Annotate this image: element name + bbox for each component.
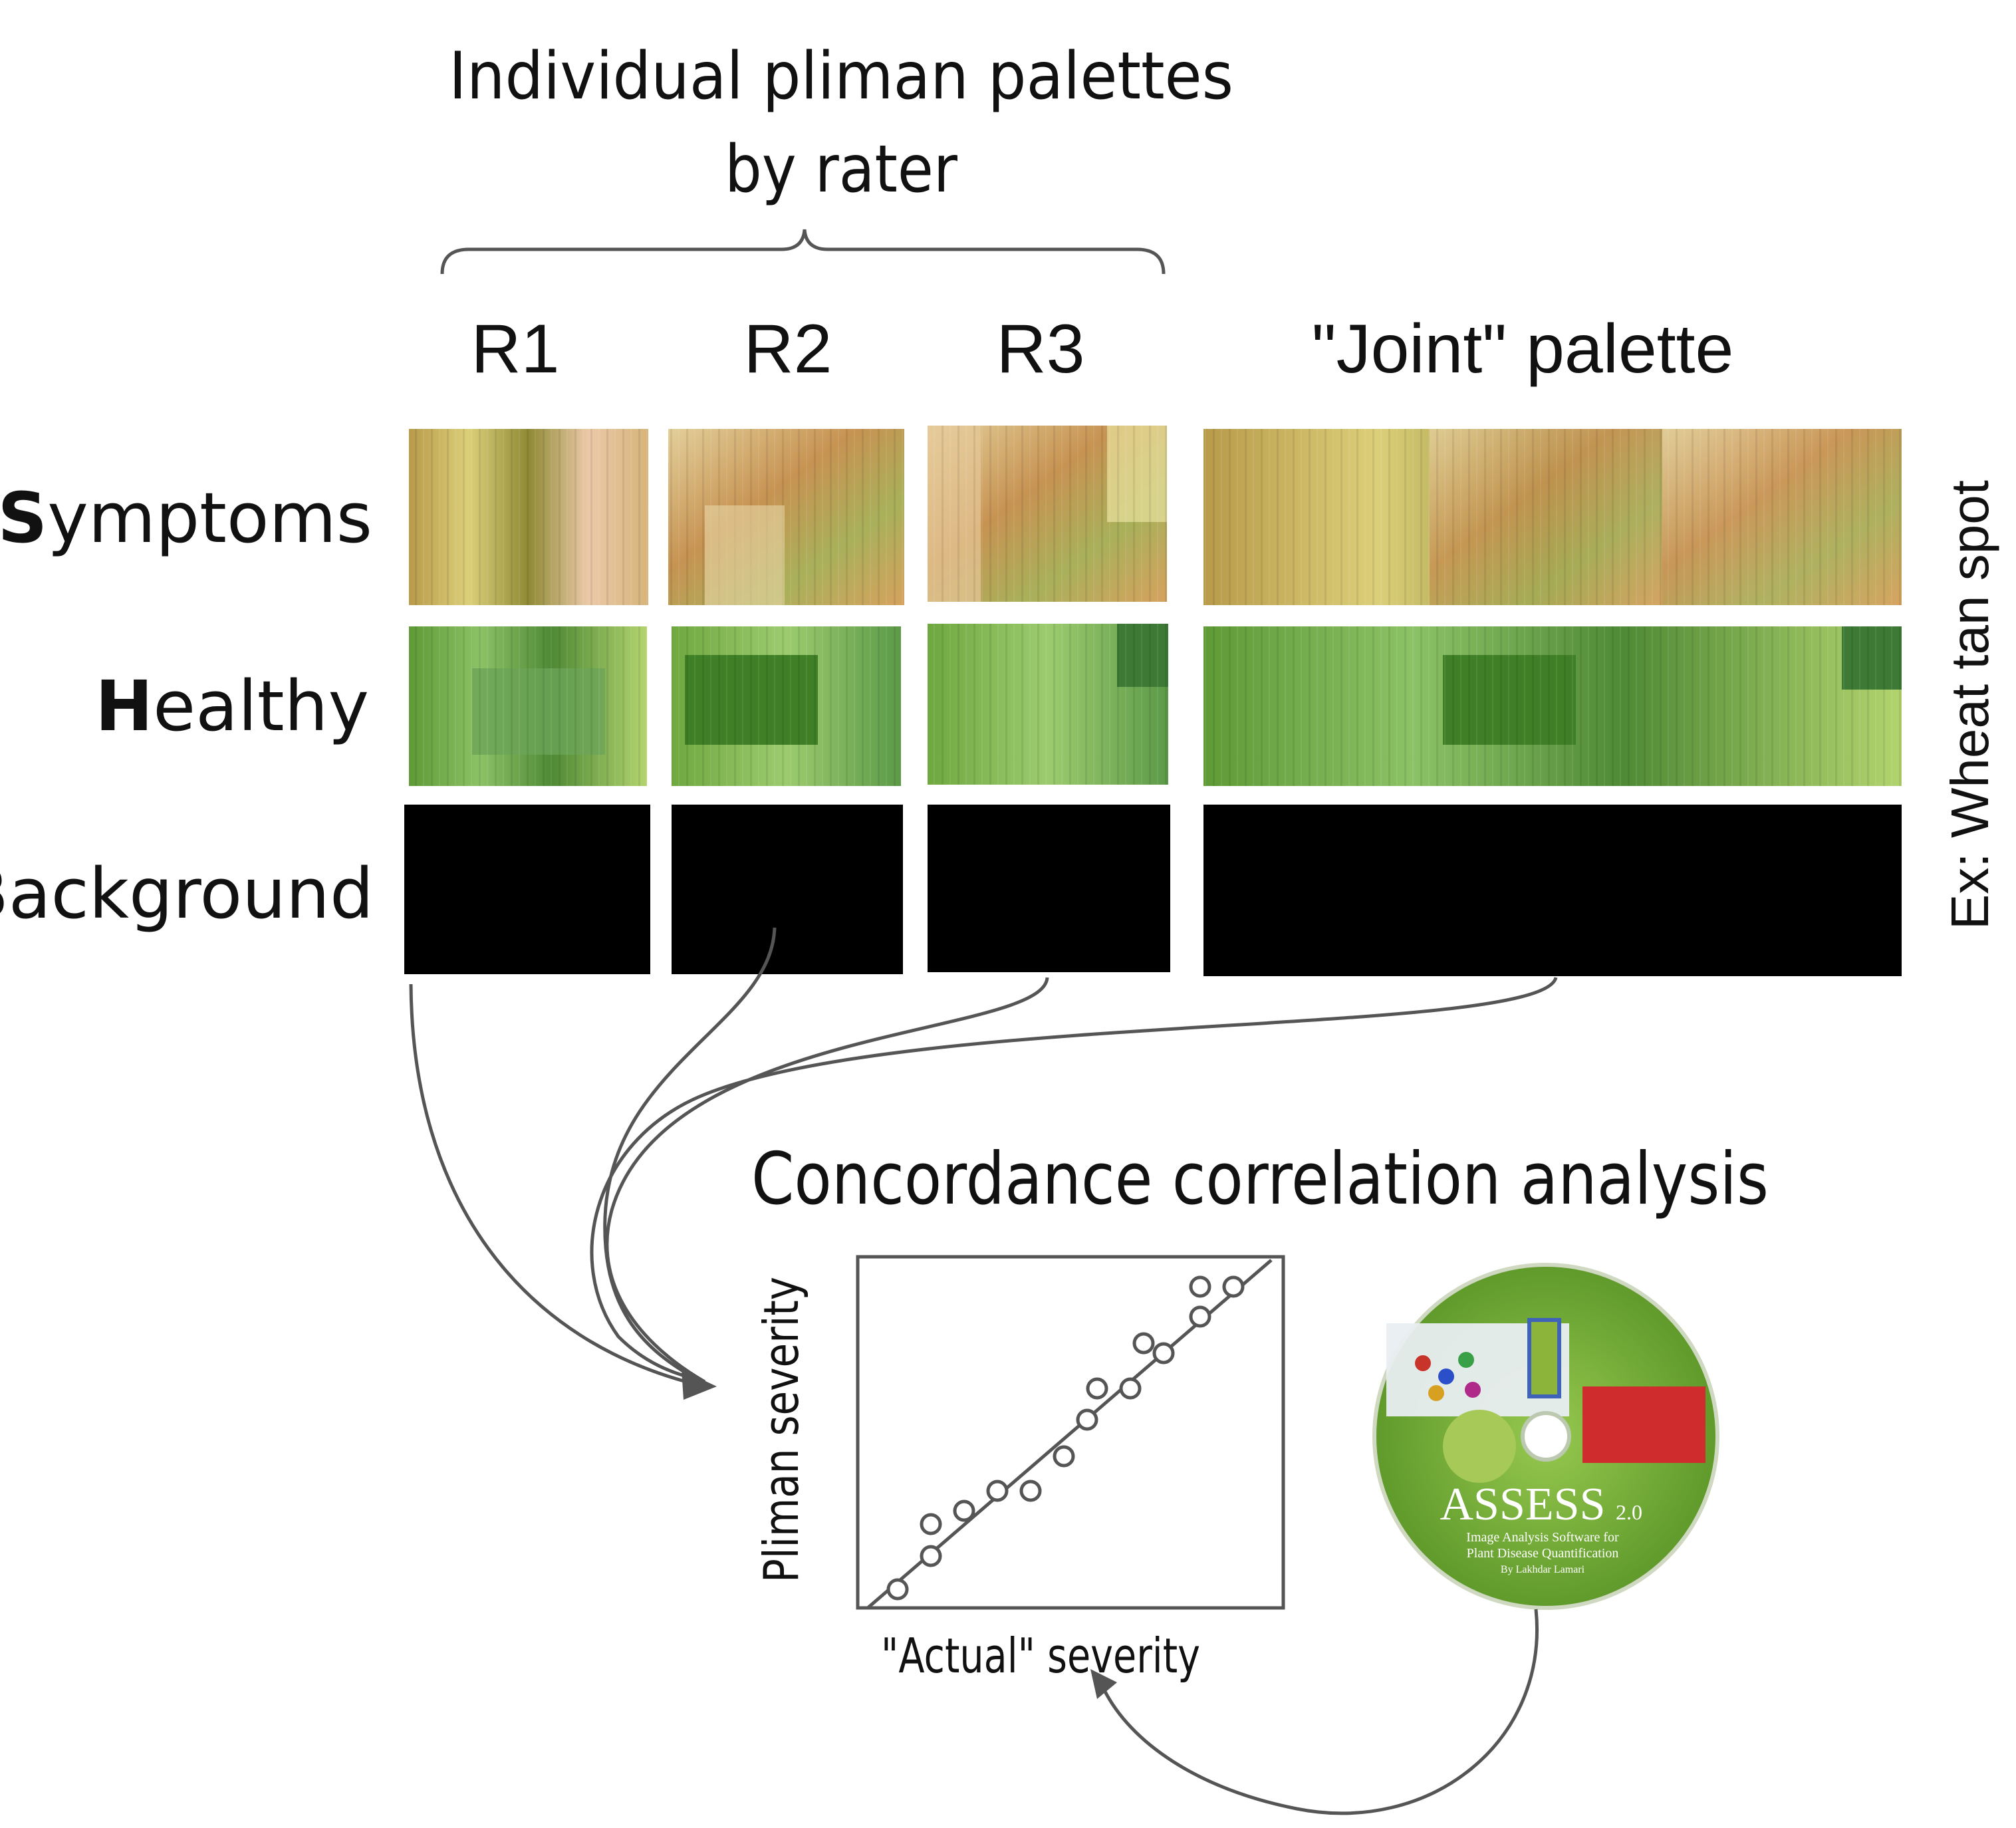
plot-xlabel: "Actual" severity bbox=[881, 1628, 1200, 1684]
plot-point bbox=[1076, 1408, 1098, 1431]
connector-r1 bbox=[409, 983, 705, 1388]
column-label-r3: R3 bbox=[997, 311, 1085, 388]
palette-background-joint bbox=[1203, 805, 1902, 976]
plot-point bbox=[1053, 1445, 1075, 1468]
assess-software-disc: ASSESS 2.0 Image Analysis Software for P… bbox=[1372, 1263, 1719, 1610]
plot-point bbox=[1132, 1332, 1155, 1355]
concordance-plot bbox=[856, 1255, 1285, 1610]
column-label-r1: R1 bbox=[471, 311, 560, 388]
arrowhead-disc bbox=[1090, 1669, 1117, 1699]
palette-symptoms-joint bbox=[1203, 429, 1902, 605]
connector-disc-to-plot bbox=[1102, 1609, 1539, 1815]
disc-author: By Lakhdar Lamari bbox=[1501, 1564, 1585, 1575]
plot-point bbox=[953, 1500, 975, 1522]
plot-point bbox=[1152, 1342, 1175, 1365]
palette-background-r2 bbox=[672, 805, 903, 974]
plot-point bbox=[920, 1545, 942, 1567]
plot-point bbox=[1189, 1305, 1211, 1328]
header-title-line2: by rater bbox=[725, 132, 958, 207]
palette-healthy-r2 bbox=[672, 626, 901, 786]
palette-background-r1 bbox=[404, 805, 650, 974]
rater-brace bbox=[440, 229, 1166, 275]
palette-healthy-r3 bbox=[928, 624, 1168, 785]
plot-point bbox=[1189, 1275, 1211, 1298]
plot-point bbox=[1222, 1275, 1245, 1298]
connectors bbox=[409, 927, 1558, 1388]
palette-symptoms-r3 bbox=[928, 426, 1167, 602]
plot-point bbox=[886, 1578, 909, 1601]
connector-r3 bbox=[605, 977, 1049, 1384]
plot-points bbox=[886, 1275, 1245, 1601]
row-label-background: Background bbox=[0, 853, 374, 934]
header-title-line1: Individual pliman palettes bbox=[449, 39, 1233, 114]
disc-subtitle-line1: Image Analysis Software for bbox=[1466, 1530, 1619, 1545]
disc-subtitle-line2: Plant Disease Quantification bbox=[1467, 1546, 1619, 1561]
palette-healthy-r1 bbox=[409, 626, 647, 786]
plot-point bbox=[1019, 1480, 1042, 1502]
plot-point bbox=[986, 1480, 1009, 1502]
arrowhead-analysis bbox=[682, 1370, 717, 1400]
disc-version: 2.0 bbox=[1616, 1500, 1642, 1524]
analysis-title: Concordance correlation analysis bbox=[751, 1138, 1769, 1221]
disc-title: ASSESS bbox=[1440, 1479, 1605, 1530]
side-note: Ex: Wheat tan spot bbox=[1940, 480, 1999, 930]
column-label-r2: R2 bbox=[744, 311, 832, 388]
palette-background-r3 bbox=[928, 805, 1170, 972]
plot-point bbox=[920, 1513, 942, 1535]
plot-ylabel: Pliman severity bbox=[753, 1277, 809, 1583]
palette-symptoms-r1 bbox=[409, 429, 648, 605]
palette-healthy-joint bbox=[1203, 626, 1902, 786]
connector-joint bbox=[590, 977, 1558, 1384]
row-label-healthy: Healthy bbox=[95, 666, 369, 747]
plot-point bbox=[1086, 1377, 1108, 1400]
column-label-joint: "Joint" palette bbox=[1312, 311, 1734, 388]
row-label-symptoms: Symptoms bbox=[0, 477, 372, 559]
plot-point bbox=[1119, 1377, 1142, 1400]
palette-symptoms-r2 bbox=[668, 429, 904, 605]
